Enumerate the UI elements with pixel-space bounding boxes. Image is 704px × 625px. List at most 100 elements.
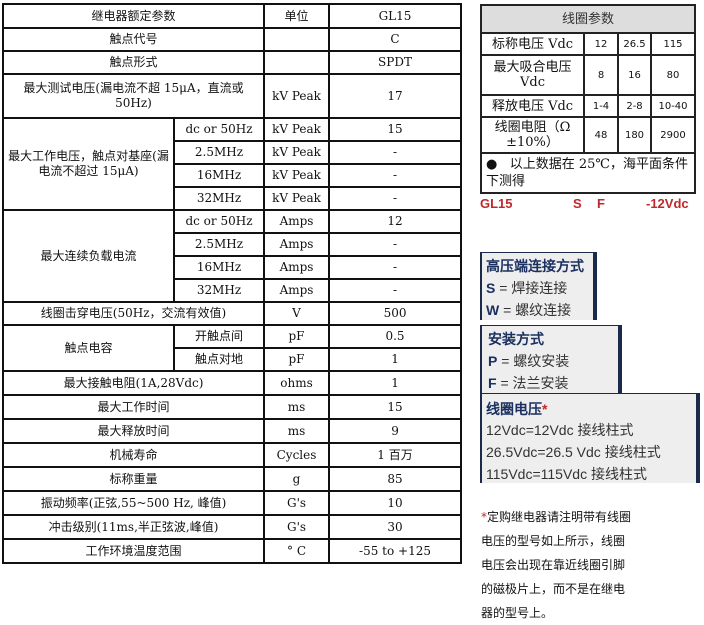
row-value: 26.5: [617, 32, 652, 56]
row-value: -: [328, 163, 463, 188]
row-value: 30: [328, 514, 463, 540]
row-value: 48: [583, 116, 619, 154]
row-label: 工作环境温度范围: [1, 538, 266, 564]
row-value: 180: [617, 116, 652, 154]
row-value: C: [328, 27, 463, 52]
coil-parameters-table: 线圈参数 标称电压 Vdc 12 26.5 115 最大吸合电压 Vdc 8 16 80 释…: [479, 4, 697, 194]
relay-spec-table: 继电器额定参数 单位 GL15 触点代号 C 触点形式 SPDT 最大测试电压(…: [1, 3, 463, 564]
row-value: 115: [649, 32, 697, 56]
row-label: 冲击级别(11ms,半正弦波,峰值): [1, 514, 266, 540]
row-unit: Amps: [263, 255, 331, 280]
table-row: 最大接触电阻(1A,28Vdc) ohms 1: [1, 370, 463, 396]
row-label: 释放电压 Vdc: [480, 94, 585, 118]
order-code-voltage: -12Vdc: [646, 196, 689, 211]
order-footnote: *定购继电器请注明带有线圈电压的型号如上所示，线圈电压会出现在靠近线圈引脚的磁极…: [481, 510, 632, 620]
header-model: GL15: [328, 3, 463, 29]
row-value: 16: [617, 54, 652, 96]
row-unit: kV Peak: [263, 117, 331, 142]
row-label: 触点形式: [1, 50, 266, 75]
coil-table-note: ● 以上数据在 25℃，海平面条件下测得: [479, 152, 697, 194]
row-unit: ° C: [263, 538, 331, 564]
row-unit: Amps: [263, 232, 331, 257]
row-freq: 2.5MHz: [172, 232, 266, 257]
row-value: 12: [328, 209, 463, 234]
option-item: 12Vdc=12Vdc 接线柱式: [486, 422, 634, 438]
table-row: 线圈击穿电压(50Hz，交流有效值) V 500: [1, 301, 463, 326]
row-unit: kV Peak: [263, 140, 331, 165]
table-row: 16MHz kV Peak -: [3, 163, 463, 188]
table-row: 线圈电阻（Ω ±10%） 48 180 2900: [480, 116, 697, 154]
row-label: 最大释放时间: [1, 418, 266, 444]
row-value: 1-4: [583, 94, 619, 118]
row-value: 1 百万: [328, 442, 463, 468]
row-unit: G's: [263, 514, 331, 540]
row-label: 最大接触电阻(1A,28Vdc): [1, 370, 266, 396]
order-code-terminal: S: [573, 196, 582, 211]
option-item: 115Vdc=115Vdc 接线柱式: [486, 466, 647, 482]
row-sub: 触点对地: [172, 347, 266, 372]
table-row: 16MHz Amps -: [3, 255, 463, 280]
row-value: -: [328, 140, 463, 165]
row-label: 最大测试电压(漏电流不超 15μA，直流或50Hz): [1, 73, 266, 119]
table-row: 触点电容 开触点间 pF 0.5: [2, 324, 463, 372]
row-freq: 2.5MHz: [172, 140, 266, 165]
option-item: P = 螺纹安装: [488, 353, 570, 369]
row-value: 8: [583, 54, 619, 96]
table-row: 标称重量 g 85: [1, 466, 463, 492]
row-label: 最大连续负载电流: [2, 209, 175, 303]
row-value: SPDT: [328, 50, 463, 75]
row-value: 85: [328, 466, 463, 492]
note-text: 以上数据在 25℃，海平面条件下测得: [486, 157, 688, 189]
row-value: 10: [328, 490, 463, 516]
table-row: 振动频率(正弦,55~500 Hz, 峰值) G's 10: [1, 490, 463, 516]
table-row: 机械寿命 Cycles 1 百万: [1, 442, 463, 468]
coil-voltage-box: 线圈电压* 12Vdc=12Vdc 接线柱式 26.5Vdc=26.5 Vdc …: [480, 393, 700, 483]
coil-table-title: 线圈参数: [479, 4, 697, 34]
row-value: 15: [328, 117, 463, 142]
table-row: 最大工作时间 ms 15: [1, 394, 463, 420]
table-row: 最大工作电压，触点对基座(漏电流不超过 15μA) dc or 50Hz kV …: [2, 117, 463, 211]
header-param: 继电器额定参数: [1, 3, 266, 29]
row-value: -: [328, 186, 463, 211]
row-label: 最大工作电压，触点对基座(漏电流不超过 15μA): [2, 117, 175, 211]
row-label: 触点代号: [1, 27, 266, 52]
row-value: 0.5: [328, 324, 463, 349]
option-item: S = 焊接连接: [486, 280, 568, 296]
row-label: 线圈击穿电压(50Hz，交流有效值): [1, 301, 266, 326]
row-value: 1: [328, 370, 463, 396]
row-freq: 32MHz: [172, 278, 266, 303]
row-unit: [263, 50, 331, 75]
row-unit: kV Peak: [263, 163, 331, 188]
row-value: 500: [328, 301, 463, 326]
row-sub: 开触点间: [172, 324, 266, 349]
option-item: 26.5Vdc=26.5 Vdc 接线柱式: [486, 444, 661, 460]
table-header-row: 继电器额定参数 单位 GL15: [1, 3, 463, 29]
row-value: 80: [649, 54, 697, 96]
row-unit: Cycles: [263, 442, 331, 468]
order-code-mount: F: [597, 196, 605, 211]
table-row: 32MHz kV Peak -: [3, 186, 463, 211]
header-unit: 单位: [263, 3, 331, 29]
row-unit: [263, 27, 331, 52]
table-row: 释放电压 Vdc 1-4 2-8 10-40: [480, 94, 697, 118]
row-value: 2900: [649, 116, 697, 154]
row-value: 17: [328, 73, 463, 119]
table-row: 标称电压 Vdc 12 26.5 115: [480, 32, 697, 56]
row-value: 15: [328, 394, 463, 420]
mounting-box: 安装方式 P = 螺纹安装 F = 法兰安装: [480, 325, 622, 393]
row-freq: dc or 50Hz: [172, 209, 266, 234]
row-unit: kV Peak: [263, 73, 331, 119]
row-value: -: [328, 232, 463, 257]
row-label: 机械寿命: [1, 442, 266, 468]
row-freq: dc or 50Hz: [172, 117, 266, 142]
table-row: 最大连续负载电流 dc or 50Hz Amps 12: [2, 209, 463, 303]
row-unit: ms: [263, 394, 331, 420]
table-row: 最大释放时间 ms 9: [1, 418, 463, 444]
row-freq: 16MHz: [172, 163, 266, 188]
row-unit: kV Peak: [263, 186, 331, 211]
hv-connection-box: 高压端连接方式 S = 焊接连接 W = 螺纹连接: [480, 252, 597, 320]
row-label: 标称重量: [1, 466, 266, 492]
row-unit: V: [263, 301, 331, 326]
row-value: -55 to +125: [328, 538, 463, 564]
box-title: 高压端连接方式: [486, 258, 584, 274]
